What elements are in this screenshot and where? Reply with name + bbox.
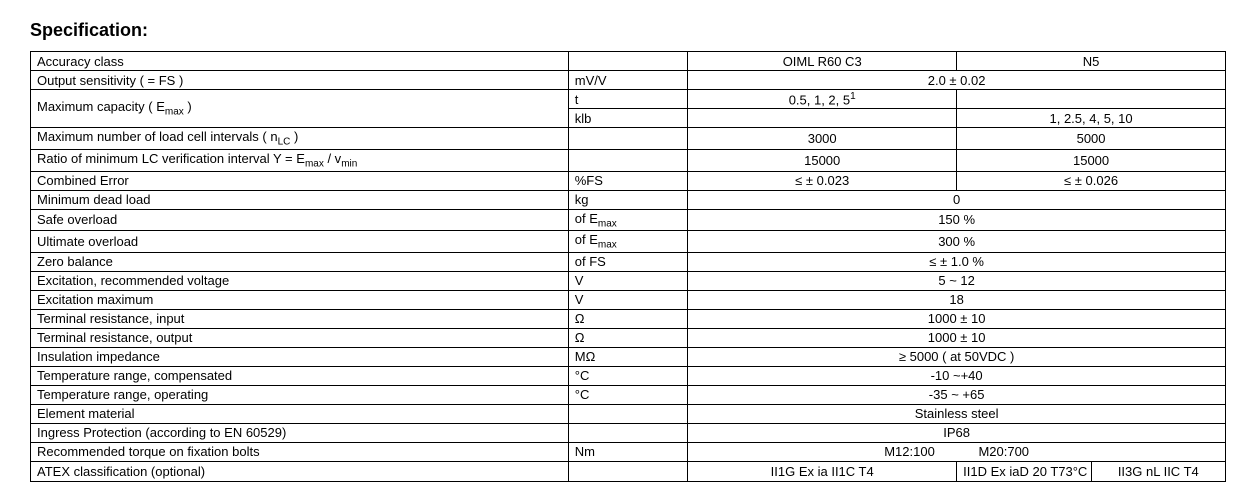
cell-value: Stainless steel	[688, 404, 1226, 423]
table-row: Minimum dead load kg 0	[31, 190, 1226, 209]
torque-m20: M20:700	[978, 444, 1029, 459]
cell-value: -35 ~ +65	[688, 385, 1226, 404]
cell-label: Zero balance	[31, 252, 569, 271]
cell-unit: mV/V	[568, 71, 688, 90]
cell-value: 0	[688, 190, 1226, 209]
table-row: Safe overload of Emax 150 %	[31, 209, 1226, 231]
cell-value: 2.0 ± 0.02	[688, 71, 1226, 90]
table-row: Temperature range, compensated °C -10 ~+…	[31, 366, 1226, 385]
cell-label: Ratio of minimum LC verification interva…	[31, 149, 569, 171]
cell-value: IP68	[688, 423, 1226, 442]
cell-unit: t	[568, 90, 688, 109]
cell-unit: of Emax	[568, 231, 688, 253]
cell-unit: kg	[568, 190, 688, 209]
cell-unit: Ω	[568, 328, 688, 347]
table-row: Ratio of minimum LC verification interva…	[31, 149, 1226, 171]
table-row: Accuracy class OIML R60 C3 N5	[31, 52, 1226, 71]
cell-value: II1G Ex ia II1C T4	[688, 461, 957, 481]
cell-unit	[568, 128, 688, 150]
cell-label: Safe overload	[31, 209, 569, 231]
table-row: Zero balance of FS ≤ ± 1.0 %	[31, 252, 1226, 271]
cell-value: 15000	[688, 149, 957, 171]
cell-value: ≥ 5000 ( at 50VDC )	[688, 347, 1226, 366]
table-row: Element material Stainless steel	[31, 404, 1226, 423]
cell-unit: V	[568, 271, 688, 290]
table-row: Output sensitivity ( = FS ) mV/V 2.0 ± 0…	[31, 71, 1226, 90]
cell-unit: klb	[568, 109, 688, 128]
table-row: Terminal resistance, output Ω 1000 ± 10	[31, 328, 1226, 347]
cell-unit: Nm	[568, 442, 688, 461]
cell-value: 0.5, 1, 2, 51	[688, 90, 957, 109]
cell-label: ATEX classification (optional)	[31, 461, 569, 481]
torque-m12: M12:100	[884, 444, 935, 459]
cell-label: Accuracy class	[31, 52, 569, 71]
table-row: Maximum capacity ( Emax ) t 0.5, 1, 2, 5…	[31, 90, 1226, 109]
table-row: Excitation maximum V 18	[31, 290, 1226, 309]
cell-label: Minimum dead load	[31, 190, 569, 209]
cell-label: Combined Error	[31, 171, 569, 190]
table-row: Maximum number of load cell intervals ( …	[31, 128, 1226, 150]
table-row: Terminal resistance, input Ω 1000 ± 10	[31, 309, 1226, 328]
cell-label: Element material	[31, 404, 569, 423]
cell-unit	[568, 404, 688, 423]
cell-unit: °C	[568, 385, 688, 404]
cell-value	[957, 90, 1226, 109]
table-row: Excitation, recommended voltage V 5 ~ 12	[31, 271, 1226, 290]
cell-label: Recommended torque on fixation bolts	[31, 442, 569, 461]
cell-unit: of FS	[568, 252, 688, 271]
table-row: Insulation impedance MΩ ≥ 5000 ( at 50VD…	[31, 347, 1226, 366]
cell-label: Maximum capacity ( Emax )	[31, 90, 569, 128]
cell-value: -10 ~+40	[688, 366, 1226, 385]
cell-value: II1D Ex iaD 20 T73°C II3G nL IIC T4	[957, 461, 1226, 481]
cell-value: ≤ ± 0.026	[957, 171, 1226, 190]
atex-sub-a: II1D Ex iaD 20 T73°C	[957, 462, 1091, 481]
table-row: Ingress Protection (according to EN 6052…	[31, 423, 1226, 442]
cell-value: M12:100 M20:700	[688, 442, 1226, 461]
cell-label: Insulation impedance	[31, 347, 569, 366]
table-row: Recommended torque on fixation bolts Nm …	[31, 442, 1226, 461]
cell-unit: MΩ	[568, 347, 688, 366]
cell-label: Terminal resistance, input	[31, 309, 569, 328]
cell-label: Terminal resistance, output	[31, 328, 569, 347]
table-row: ATEX classification (optional) II1G Ex i…	[31, 461, 1226, 481]
atex-sub-b: II3G nL IIC T4	[1091, 462, 1225, 481]
cell-value: N5	[957, 52, 1226, 71]
cell-value: ≤ ± 1.0 %	[688, 252, 1226, 271]
cell-value: 5 ~ 12	[688, 271, 1226, 290]
cell-label: Maximum number of load cell intervals ( …	[31, 128, 569, 150]
cell-unit: Ω	[568, 309, 688, 328]
cell-unit	[568, 149, 688, 171]
cell-unit	[568, 461, 688, 481]
cell-label: Output sensitivity ( = FS )	[31, 71, 569, 90]
cell-value: 1000 ± 10	[688, 309, 1226, 328]
cell-value: 1000 ± 10	[688, 328, 1226, 347]
cell-unit: °C	[568, 366, 688, 385]
table-row: Ultimate overload of Emax 300 %	[31, 231, 1226, 253]
cell-value: 300 %	[688, 231, 1226, 253]
cell-value: 3000	[688, 128, 957, 150]
cell-value	[688, 109, 957, 128]
table-row: Combined Error %FS ≤ ± 0.023 ≤ ± 0.026	[31, 171, 1226, 190]
cell-unit: of Emax	[568, 209, 688, 231]
table-row: Temperature range, operating °C -35 ~ +6…	[31, 385, 1226, 404]
spec-title: Specification:	[30, 20, 1226, 41]
cell-label: Temperature range, compensated	[31, 366, 569, 385]
cell-value: 1, 2.5, 4, 5, 10	[957, 109, 1226, 128]
cell-value: ≤ ± 0.023	[688, 171, 957, 190]
cell-unit	[568, 423, 688, 442]
cell-value: 150 %	[688, 209, 1226, 231]
spec-table: Accuracy class OIML R60 C3 N5 Output sen…	[30, 51, 1226, 482]
cell-unit: %FS	[568, 171, 688, 190]
cell-unit: V	[568, 290, 688, 309]
cell-value: 15000	[957, 149, 1226, 171]
cell-value: OIML R60 C3	[688, 52, 957, 71]
cell-label: Ingress Protection (according to EN 6052…	[31, 423, 569, 442]
cell-value: 18	[688, 290, 1226, 309]
cell-value: 5000	[957, 128, 1226, 150]
cell-label: Ultimate overload	[31, 231, 569, 253]
cell-unit	[568, 52, 688, 71]
cell-label: Temperature range, operating	[31, 385, 569, 404]
cell-label: Excitation maximum	[31, 290, 569, 309]
cell-label: Excitation, recommended voltage	[31, 271, 569, 290]
